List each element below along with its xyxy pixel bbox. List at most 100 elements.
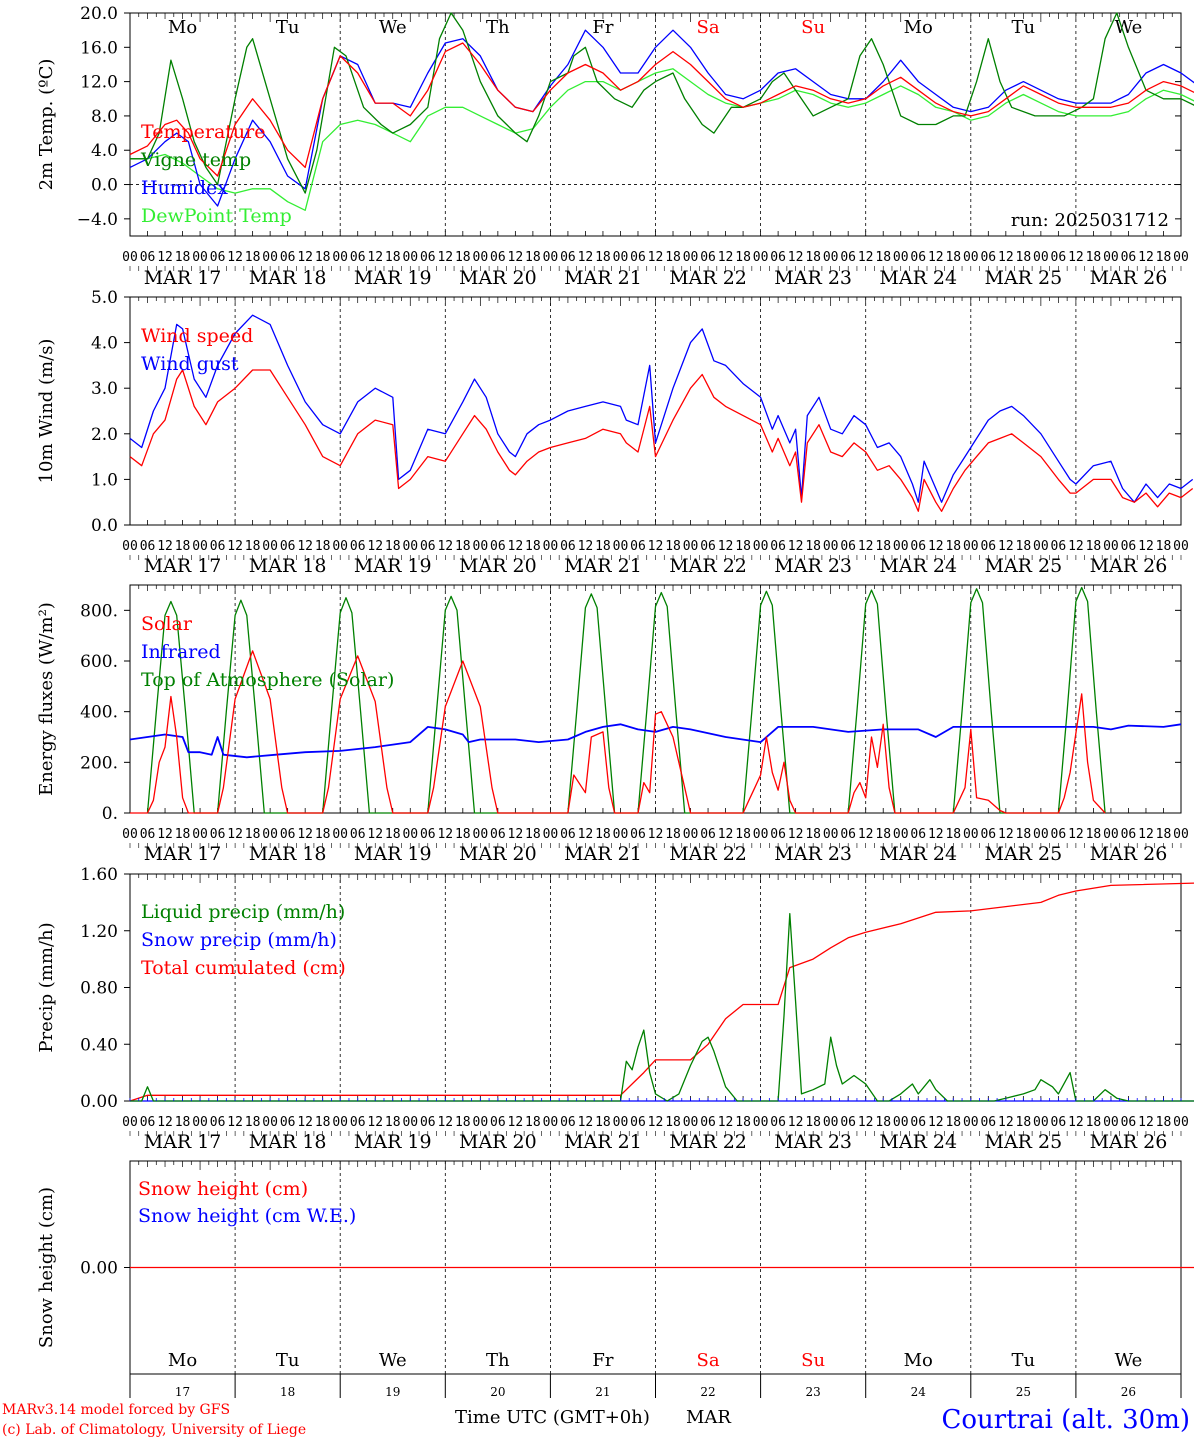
hour-tick-label: 06 [1051, 1115, 1067, 1130]
hour-tick-label: 06 [210, 250, 226, 265]
hour-tick-label: 00 [192, 539, 208, 554]
hour-tick-label: 12 [998, 539, 1014, 554]
hour-tick-label: 06 [700, 1115, 716, 1130]
series-line-wind-gust [129, 314, 1194, 503]
series-line-humidex [129, 29, 1194, 207]
day-number: 19 [385, 1385, 400, 1399]
hour-tick-label: 06 [770, 250, 786, 265]
hour-tick-label: 18 [525, 539, 541, 554]
hour-tick-label: 06 [140, 1115, 156, 1130]
hour-tick-label: 12 [928, 539, 944, 554]
hour-tick-label: 12 [718, 1115, 734, 1130]
hour-tick-label: 18 [175, 250, 191, 265]
hour-tick-label: 06 [280, 250, 296, 265]
hour-tick-label: 12 [998, 1115, 1014, 1130]
day-label: Sa [697, 1350, 720, 1371]
hour-tick-label: 18 [875, 1115, 891, 1130]
hour-tick-label: 12 [367, 539, 383, 554]
y-tick-label: 16.0 [80, 38, 118, 58]
hour-tick-label: 06 [560, 250, 576, 265]
hour-tick-label: 06 [630, 1115, 646, 1130]
hour-tick-label: 00 [473, 1115, 489, 1130]
y-tick-label: 0. [102, 804, 118, 824]
hour-tick-label: 00 [1103, 539, 1119, 554]
hour-tick-label: 00 [613, 1115, 629, 1130]
y-tick-label: −4.0 [77, 210, 118, 230]
hour-tick-label: 00 [332, 1115, 348, 1130]
hour-tick-label: 00 [262, 1115, 278, 1130]
series-line-temperature [129, 42, 1194, 177]
hour-tick-label: 06 [560, 1115, 576, 1130]
hour-tick-label: 12 [648, 250, 664, 265]
y-tick-label: 600. [80, 652, 118, 672]
hour-tick-label: 06 [140, 250, 156, 265]
hour-tick-label: 00 [473, 827, 489, 842]
hour-tick-label: 06 [490, 250, 506, 265]
hour-tick-label: 00 [1033, 1115, 1049, 1130]
hour-tick-label: 18 [1016, 827, 1032, 842]
date-label: MAR 17 [144, 555, 222, 577]
hour-tick-label: 12 [718, 539, 734, 554]
hour-tick-label: 12 [367, 1115, 383, 1130]
hour-tick-label: 12 [1068, 827, 1084, 842]
hour-tick-label: 06 [980, 250, 996, 265]
hour-tick-label: 18 [525, 250, 541, 265]
hour-tick-label: 06 [840, 827, 856, 842]
day-number: 23 [806, 1385, 821, 1399]
date-label: MAR 22 [669, 555, 747, 577]
hour-tick-label: 06 [140, 827, 156, 842]
hour-tick-label: 18 [595, 539, 611, 554]
hour-tick-label: 18 [385, 1115, 401, 1130]
hour-tick-label: 00 [473, 250, 489, 265]
y-tick-label: 0.40 [80, 1035, 118, 1055]
hour-tick-label: 12 [578, 827, 594, 842]
y-tick-label: 5.0 [91, 288, 118, 308]
hour-tick-label: 06 [840, 1115, 856, 1130]
hour-tick-label: 00 [963, 539, 979, 554]
hour-tick-label: 06 [770, 827, 786, 842]
y-tick-label: 3.0 [91, 379, 118, 399]
hour-tick-label: 18 [1086, 250, 1102, 265]
hour-tick-label: 06 [350, 1115, 366, 1130]
date-label: MAR 20 [459, 1131, 537, 1153]
hour-tick-label: 18 [805, 1115, 821, 1130]
hour-tick-label: 06 [910, 250, 926, 265]
panel-snow: 0.00 Snow height (cm) Mo Tu We Th Fr Sa Su Mo Tu We… [36, 1160, 1194, 1399]
day-label: Su [801, 1350, 825, 1371]
date-label: MAR 26 [1090, 843, 1168, 865]
hour-tick-label: 00 [1173, 1115, 1189, 1130]
y-axis-label: 10m Wind (m/s) [36, 339, 57, 484]
hour-tick-label: 12 [718, 250, 734, 265]
hour-tick-label: 12 [648, 827, 664, 842]
hour-tick-label: 18 [1086, 827, 1102, 842]
hour-tick-label: 12 [437, 1115, 453, 1130]
hour-tick-label: 00 [402, 827, 418, 842]
hour-tick-label: 00 [613, 250, 629, 265]
hour-tick-label: 12 [437, 250, 453, 265]
hour-tick-label: 12 [928, 1115, 944, 1130]
hour-tick-label: 18 [945, 1115, 961, 1130]
hour-tick-label: 12 [508, 250, 524, 265]
date-label: MAR 22 [669, 1131, 747, 1153]
date-label: MAR 25 [984, 267, 1062, 289]
hour-tick-label: 06 [350, 827, 366, 842]
day-label: Mo [904, 17, 933, 38]
date-label: MAR 24 [879, 843, 957, 865]
day-label: Su [801, 17, 825, 38]
hour-tick-label: 00 [963, 1115, 979, 1130]
series-line-top-of-atmosphere-solar- [146, 586, 1106, 814]
y-tick-label: 20.0 [80, 4, 118, 24]
hour-tick-label: 00 [122, 250, 138, 265]
hour-tick-label: 12 [297, 827, 313, 842]
hour-tick-label: 00 [262, 827, 278, 842]
hour-tick-label: 18 [1156, 827, 1172, 842]
hour-tick-label: 18 [1086, 1115, 1102, 1130]
day-label: Th [486, 1350, 510, 1371]
hour-tick-label: 06 [980, 1115, 996, 1130]
hour-tick-label: 00 [683, 827, 699, 842]
hour-tick-label: 00 [823, 827, 839, 842]
hour-tick-label: 12 [157, 539, 173, 554]
legend-entry: Wind speed [141, 325, 253, 347]
hour-tick-label: 12 [437, 827, 453, 842]
hour-tick-label: 00 [543, 250, 559, 265]
